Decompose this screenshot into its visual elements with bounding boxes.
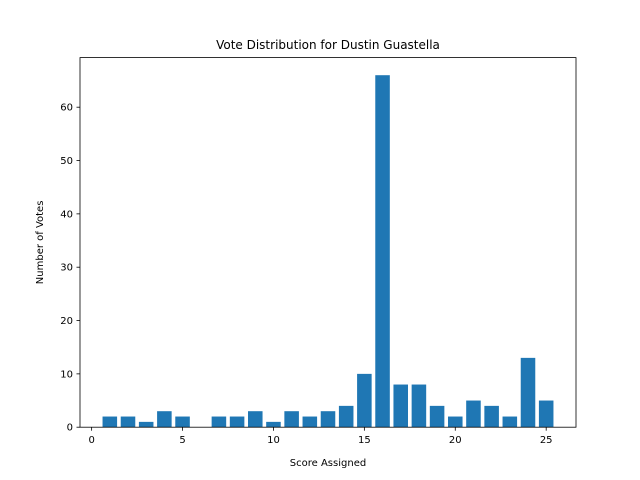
bar-score-8 <box>229 416 245 428</box>
bar-score-25 <box>538 400 554 428</box>
chart-title: Vote Distribution for Dustin Guastella <box>216 38 440 52</box>
bar-score-18 <box>411 384 427 428</box>
x-axis-label: Score Assigned <box>290 458 366 469</box>
y-tick-label: 40 <box>60 209 73 220</box>
y-tick-label: 50 <box>60 156 73 167</box>
x-axis-ticks: 0 5 10 15 20 25 <box>88 427 553 446</box>
bar-score-12 <box>302 416 318 428</box>
x-tick-label: 0 <box>88 435 94 446</box>
y-tick-label: 0 <box>67 423 73 434</box>
bar-score-19 <box>429 405 445 428</box>
bar-score-16 <box>375 75 390 428</box>
bar-score-11 <box>284 411 299 428</box>
bar-score-3 <box>138 421 154 428</box>
x-tick-label: 10 <box>267 435 280 446</box>
bar-score-22 <box>484 405 499 428</box>
bar-score-24 <box>520 357 536 428</box>
bar-score-20 <box>448 416 463 428</box>
bar-score-21 <box>466 400 481 428</box>
bar-score-10 <box>266 421 281 428</box>
x-tick-label: 15 <box>358 435 371 446</box>
x-tick-label: 25 <box>540 435 553 446</box>
bar-score-7 <box>211 416 227 428</box>
bar-score-14 <box>338 405 354 428</box>
bar-score-23 <box>502 416 518 428</box>
y-tick-label: 10 <box>60 369 73 380</box>
y-tick-label: 20 <box>60 316 73 327</box>
x-tick-label: 20 <box>449 435 462 446</box>
x-tick-label: 5 <box>179 435 185 446</box>
bar-score-13 <box>320 411 336 428</box>
bars-group <box>102 75 554 428</box>
bar-score-5 <box>175 416 190 428</box>
plot-frame <box>79 57 577 428</box>
bar-score-9 <box>248 411 263 428</box>
bar-score-4 <box>157 411 172 428</box>
y-axis-ticks: 0 10 20 30 40 50 60 <box>60 103 80 434</box>
bar-score-1 <box>102 416 118 428</box>
bar-score-17 <box>393 384 408 428</box>
y-tick-label: 60 <box>60 103 73 114</box>
bar-score-2 <box>120 416 136 428</box>
y-axis-label: Number of Votes <box>35 201 46 285</box>
bar-score-15 <box>357 373 372 428</box>
y-tick-label: 30 <box>60 263 73 274</box>
